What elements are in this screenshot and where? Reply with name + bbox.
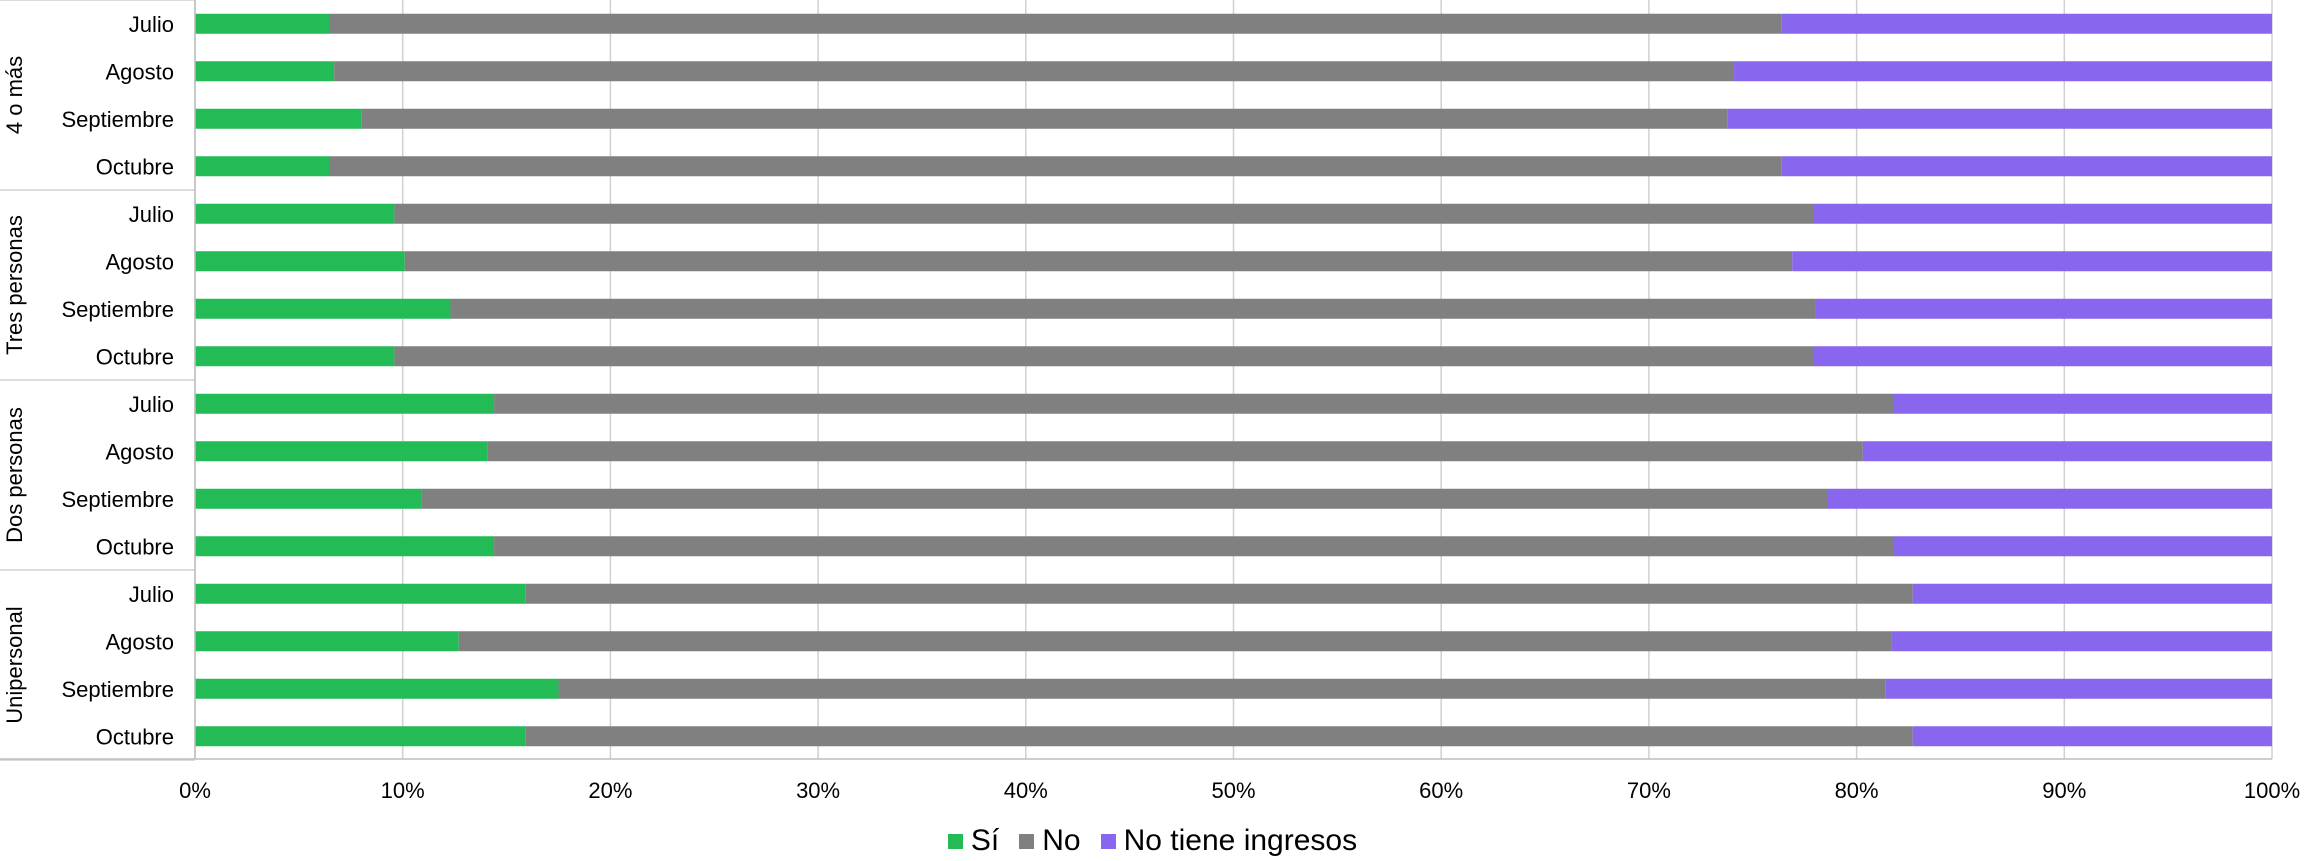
bar-segment	[195, 251, 405, 272]
bar-segment	[1815, 298, 2272, 319]
legend-swatch-no-tiene-ingresos	[1100, 833, 1116, 849]
bar-segment	[195, 441, 488, 462]
x-tick-label: 50%	[1211, 778, 1255, 803]
x-tick-label: 30%	[796, 778, 840, 803]
category-label: Julio	[129, 202, 174, 227]
category-label: Octubre	[96, 534, 174, 559]
category-label: Septiembre	[61, 107, 174, 132]
x-tick-label: 80%	[1835, 778, 1879, 803]
bar-segment	[394, 346, 1813, 367]
category-label: Septiembre	[61, 677, 174, 702]
bar-segment	[558, 678, 1886, 699]
bar-segment	[1893, 393, 2272, 414]
bar-segment	[330, 156, 1782, 177]
bar-segment	[404, 251, 1793, 272]
bar-segment	[1812, 346, 2272, 367]
bar-segment	[1781, 156, 2272, 177]
bar-segment	[195, 203, 395, 224]
group-label: Dos personas	[2, 407, 27, 543]
legend: Sí No No tiene ingresos	[0, 824, 2305, 858]
bar-segment	[1912, 726, 2272, 747]
bar-segment	[494, 536, 1894, 557]
legend-item-si: Sí	[947, 824, 1000, 858]
x-tick-label: 90%	[2042, 778, 2086, 803]
category-label: Agosto	[106, 439, 175, 464]
bar-segment	[394, 203, 1813, 224]
group-label: 4 o más	[2, 56, 27, 134]
bar-segment	[1912, 583, 2272, 604]
bar-segment	[1812, 203, 2272, 224]
x-tick-label: 40%	[1004, 778, 1048, 803]
category-label: Agosto	[106, 59, 175, 84]
legend-item-no-tiene-ingresos: No tiene ingresos	[1100, 824, 1358, 858]
bar-segment	[195, 583, 526, 604]
group-label: Tres personas	[2, 215, 27, 355]
category-label: Agosto	[106, 249, 175, 274]
group-label: Unipersonal	[2, 606, 27, 723]
bar-segment	[1893, 536, 2272, 557]
x-tick-label: 100%	[2244, 778, 2300, 803]
category-label: Julio	[129, 582, 174, 607]
bar-segment	[195, 488, 422, 509]
bar-segment	[1885, 678, 2272, 699]
bar-segment	[334, 61, 1735, 82]
bar-segment	[195, 61, 335, 82]
bar-segment	[1734, 61, 2272, 82]
legend-label-no: No	[1042, 824, 1081, 857]
bar-segment	[361, 108, 1728, 129]
bar-segment	[195, 536, 495, 557]
x-tick-label: 70%	[1627, 778, 1671, 803]
category-label: Septiembre	[61, 297, 174, 322]
bar-segment	[525, 726, 1913, 747]
x-tick-label: 10%	[381, 778, 425, 803]
legend-label-si: Sí	[970, 824, 1000, 857]
bar-segment	[195, 678, 559, 699]
bar-segment	[525, 583, 1913, 604]
bar-segment	[1862, 441, 2272, 462]
bar-segment	[421, 488, 1828, 509]
category-label: Agosto	[106, 629, 175, 654]
x-tick-label: 0%	[179, 778, 211, 803]
category-label: Julio	[129, 392, 174, 417]
x-tick-label: 60%	[1419, 778, 1463, 803]
legend-label-no-tiene-ingresos: No tiene ingresos	[1123, 824, 1358, 857]
bar-segment	[195, 631, 459, 652]
x-tick-label: 20%	[588, 778, 632, 803]
bar-segment	[195, 346, 395, 367]
bar-segment	[195, 298, 451, 319]
bar-segment	[487, 441, 1863, 462]
bar-segment	[1792, 251, 2272, 272]
legend-item-no: No	[1019, 824, 1081, 858]
bar-segment	[330, 13, 1782, 34]
bar-segment	[1781, 13, 2272, 34]
legend-swatch-si	[947, 833, 963, 849]
bar-segment	[1827, 488, 2272, 509]
category-label: Julio	[129, 12, 174, 37]
bar-segment	[195, 726, 526, 747]
bar-segment	[494, 393, 1894, 414]
bar-segment	[195, 108, 362, 129]
bar-segment	[195, 393, 495, 414]
bar-segment	[195, 156, 331, 177]
category-label: Octubre	[96, 154, 174, 179]
legend-swatch-no	[1019, 833, 1035, 849]
category-label: Septiembre	[61, 487, 174, 512]
bar-segment	[1727, 108, 2272, 129]
bar-segment	[195, 13, 331, 34]
category-label: Octubre	[96, 344, 174, 369]
category-label: Octubre	[96, 724, 174, 749]
bar-segment	[1891, 631, 2272, 652]
bar-segment	[450, 298, 1816, 319]
bar-segment	[458, 631, 1892, 652]
